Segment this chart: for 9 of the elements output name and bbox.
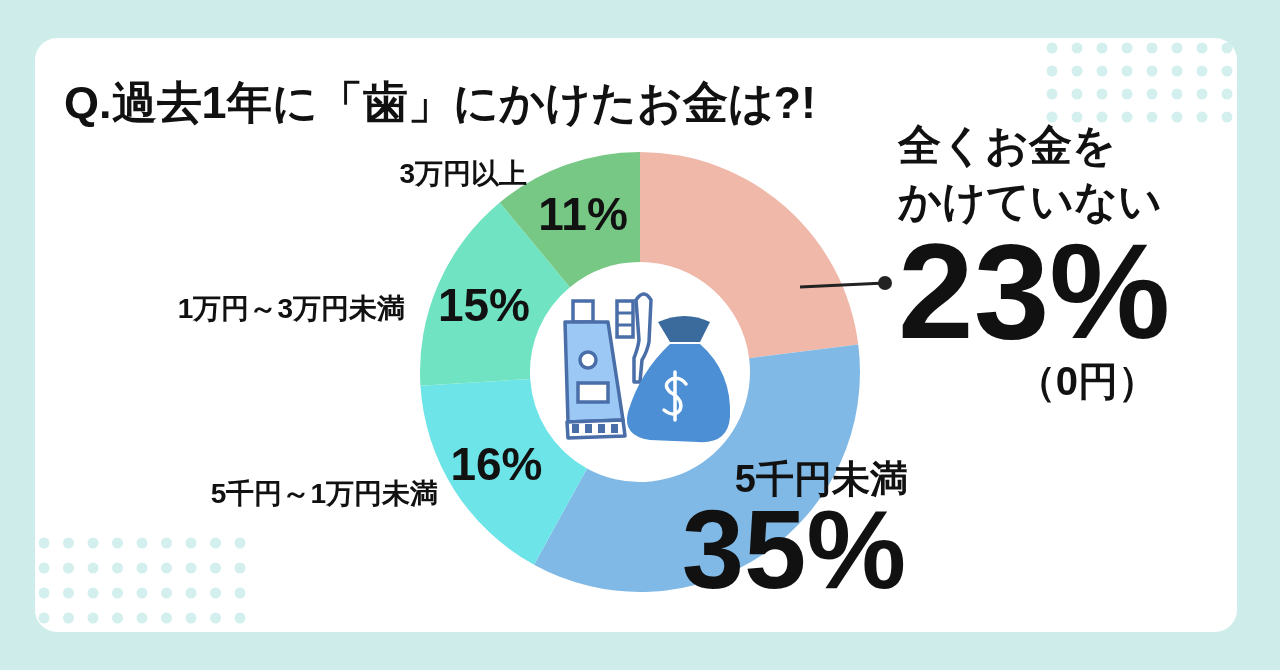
- text: （0円）: [1015, 359, 1158, 403]
- data-label: 15%: [437, 279, 531, 332]
- slice-label: 3万円以上: [399, 158, 527, 189]
- data-label: 11%: [538, 188, 628, 241]
- chart-title: Q.過去1年に「歯」にかけたお金は?!: [64, 77, 817, 128]
- slice-label: 5千円～1万円未満: [210, 478, 438, 509]
- donut-slice: [640, 152, 859, 359]
- data-label: 16%: [450, 437, 543, 490]
- slice-label: 1万円～3万円未満: [177, 293, 405, 324]
